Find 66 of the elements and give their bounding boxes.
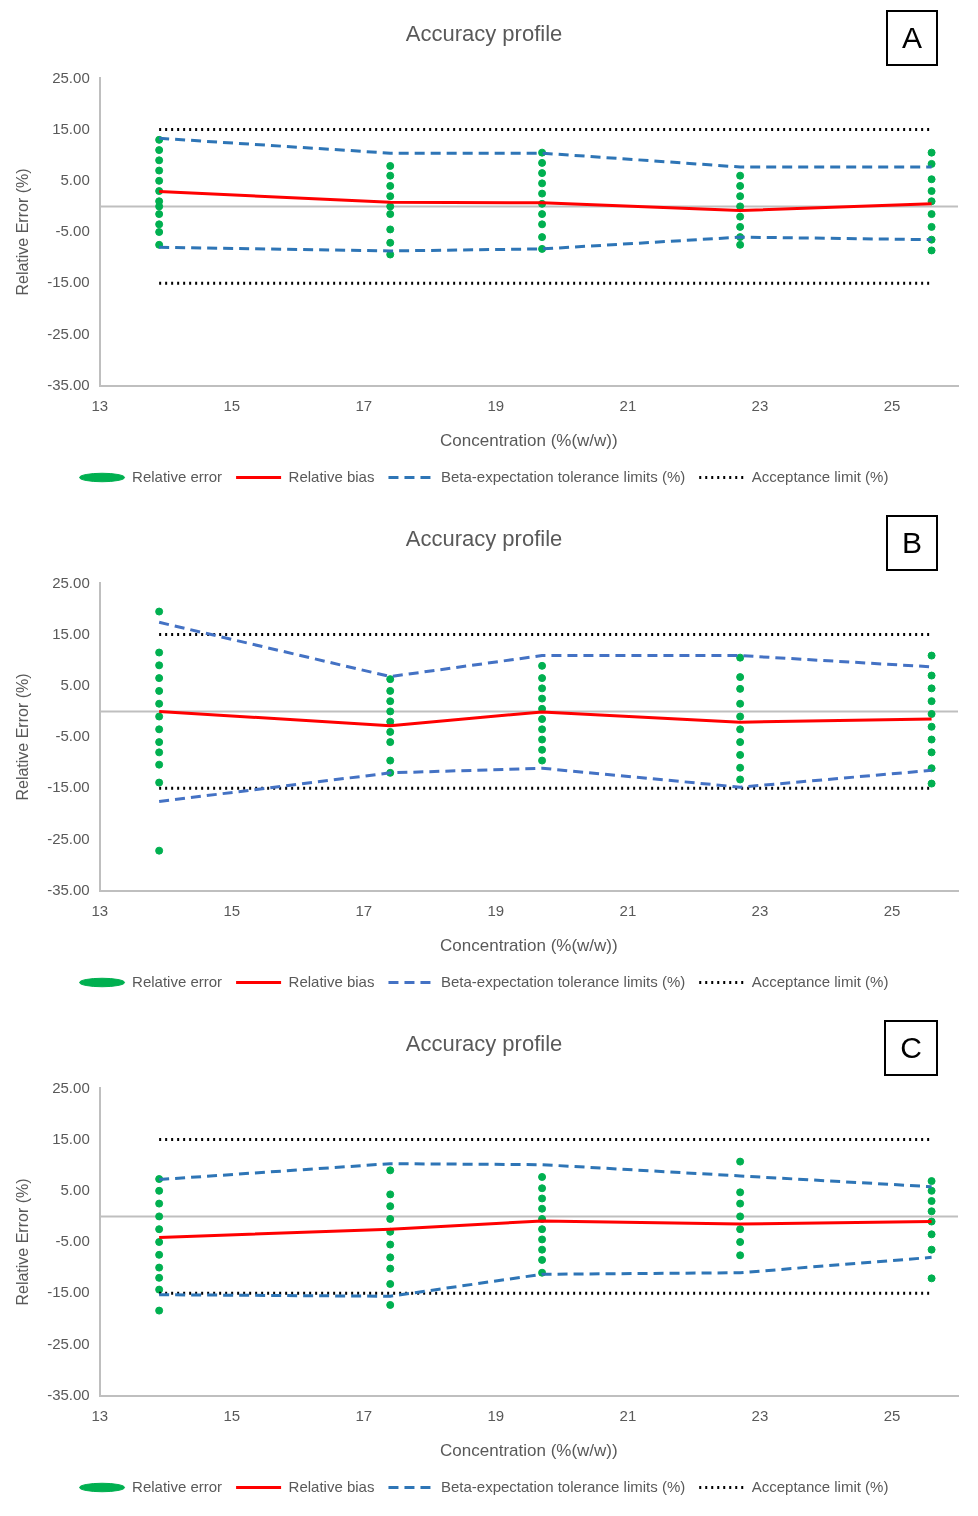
y-tick-label: -35.00	[47, 1385, 90, 1403]
legend-label: Acceptance limit (%)	[751, 972, 889, 990]
legend-label: Beta-expectation tolerance limits (%)	[440, 1477, 686, 1495]
x-axis-title: Concentration (%(w/w))	[440, 1441, 618, 1461]
x-axis-title: Concentration (%(w/w))	[440, 936, 618, 956]
legend-label: Relative bias	[288, 467, 375, 485]
x-tick-label: 25	[883, 396, 901, 414]
text: B	[885, 515, 938, 571]
y-axis-title: Relative Error (%)	[14, 168, 32, 296]
x-tick-label: 21	[619, 1406, 637, 1424]
y-tick-label: -25.00	[47, 829, 90, 847]
text: A	[885, 10, 938, 66]
y-tick-label: -15.00	[47, 778, 90, 796]
text: C	[884, 1020, 938, 1076]
x-tick-label: 23	[751, 901, 769, 919]
x-tick-label: 19	[487, 396, 505, 414]
y-tick-label: 15.00	[52, 624, 90, 642]
y-tick-label: 15.00	[52, 119, 90, 137]
chart-title: Accuracy profile	[405, 1031, 563, 1057]
y-tick-label: 5.00	[60, 675, 90, 693]
x-tick-label: 15	[223, 901, 241, 919]
y-tick-label: 15.00	[52, 1129, 90, 1147]
x-tick-label: 23	[751, 396, 769, 414]
x-tick-label: 19	[487, 1406, 505, 1424]
chart-title: Accuracy profile	[405, 526, 563, 552]
x-tick-label: 13	[91, 1406, 109, 1424]
legend-label: Relative error	[132, 467, 223, 485]
legend-label: Beta-expectation tolerance limits (%)	[440, 972, 686, 990]
legend-label: Relative bias	[288, 972, 375, 990]
x-tick-label: 17	[355, 396, 373, 414]
chart-title: Accuracy profile	[405, 21, 563, 47]
x-tick-label: 17	[355, 901, 373, 919]
legend-label: Beta-expectation tolerance limits (%)	[440, 467, 686, 485]
x-tick-label: 21	[619, 901, 637, 919]
x-tick-label: 13	[91, 396, 109, 414]
x-tick-label: 15	[223, 396, 241, 414]
x-axis-title: Concentration (%(w/w))	[440, 431, 618, 451]
y-tick-label: -35.00	[47, 880, 90, 898]
y-axis-title: Relative Error (%)	[14, 673, 32, 801]
x-tick-label: 25	[883, 901, 901, 919]
y-tick-label: 25.00	[52, 1078, 90, 1096]
y-tick-label: -5.00	[55, 727, 90, 745]
y-tick-label: 25.00	[52, 573, 90, 591]
y-tick-label: 5.00	[60, 1180, 90, 1198]
x-tick-label: 17	[355, 1406, 373, 1424]
x-tick-label: 23	[751, 1406, 769, 1424]
legend-label: Relative error	[132, 972, 223, 990]
y-tick-label: 5.00	[60, 170, 90, 188]
y-tick-label: -5.00	[55, 1232, 90, 1250]
legend-label: Relative bias	[288, 1477, 375, 1495]
y-tick-label: 25.00	[52, 68, 90, 86]
x-tick-label: 13	[91, 901, 109, 919]
x-tick-label: 21	[619, 396, 637, 414]
y-tick-label: -5.00	[55, 222, 90, 240]
legend-label: Relative error	[132, 1477, 223, 1495]
legend-label: Acceptance limit (%)	[751, 1477, 889, 1495]
x-tick-label: 25	[883, 1406, 901, 1424]
x-tick-label: 15	[223, 1406, 241, 1424]
x-tick-label: 19	[487, 901, 505, 919]
y-tick-label: -15.00	[47, 1283, 90, 1301]
legend-label: Acceptance limit (%)	[751, 467, 889, 485]
y-tick-label: -25.00	[47, 1334, 90, 1352]
y-tick-label: -15.00	[47, 273, 90, 291]
y-tick-label: -35.00	[47, 375, 90, 393]
y-tick-label: -25.00	[47, 324, 90, 342]
y-axis-title: Relative Error (%)	[14, 1178, 32, 1306]
